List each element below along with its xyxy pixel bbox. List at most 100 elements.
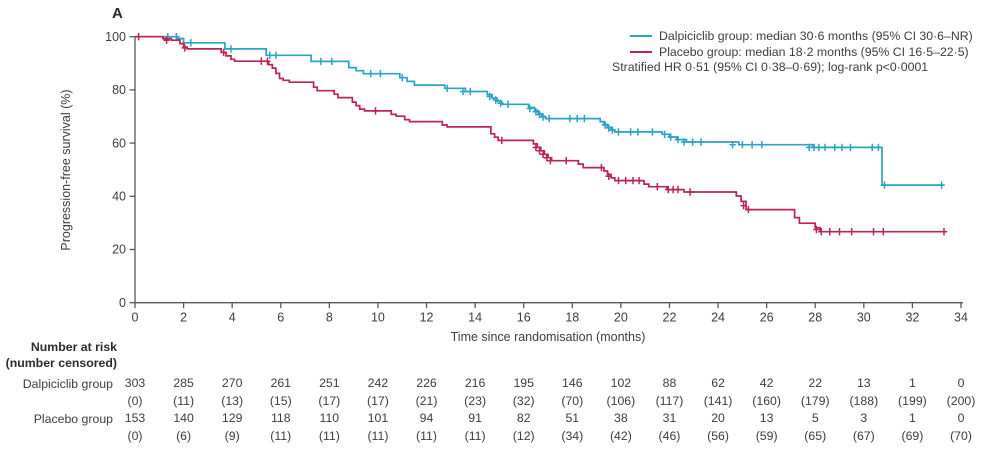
risk-row-label-placebo: Placebo group [33, 412, 113, 426]
x-tick-label: 34 [954, 311, 968, 325]
risk-count-cell: 270 [221, 376, 243, 390]
x-tick-label: 2 [180, 311, 187, 325]
x-tick-label: 24 [711, 311, 725, 325]
risk-count-cell: 88 [662, 376, 677, 390]
risk-censored-cell: (59) [755, 428, 778, 443]
risk-count-cell: 0 [957, 411, 965, 425]
risk-censored-cell: (9) [224, 428, 240, 443]
x-tick-label: 10 [371, 311, 385, 325]
risk-count-cell: 153 [124, 411, 146, 425]
risk-table-header-line2: (number censored) [5, 356, 117, 370]
risk-count-cell: 129 [221, 411, 243, 425]
risk-censored-cell: (11) [318, 428, 340, 443]
legend-label: Dalpiciclib group: median 30·6 months (9… [659, 29, 973, 43]
risk-count-cell: 285 [173, 376, 194, 390]
risk-count-cell: 216 [464, 376, 486, 390]
risk-count-cell: 242 [367, 376, 389, 390]
y-tick-label: 100 [105, 30, 126, 44]
censor-marks-dalpiciclib [164, 33, 945, 189]
risk-count-cell: 0 [957, 376, 965, 390]
y-tick-label: 0 [119, 296, 126, 310]
risk-censored-cell: (0) [127, 393, 143, 408]
risk-censored-cell: (32) [512, 393, 535, 408]
risk-censored-cell: (117) [655, 393, 684, 408]
risk-count-cell: 1 [908, 376, 916, 390]
risk-censored-cell: (23) [464, 393, 487, 408]
legend-item-dalpiciclib: Dalpiciclib group: median 30·6 months (9… [630, 28, 973, 44]
risk-count-cell: 110 [319, 411, 340, 425]
risk-censored-cell: (11) [173, 393, 195, 408]
risk-censored-cell: (106) [606, 393, 636, 408]
x-tick-label: 20 [614, 311, 628, 325]
risk-count-cell: 118 [270, 411, 291, 425]
censor-marks-placebo [135, 33, 948, 236]
risk-censored-cell: (70) [950, 428, 972, 443]
risk-censored-cell: (56) [707, 428, 729, 443]
risk-count-cell: 13 [759, 411, 774, 425]
risk-censored-cell: (199) [898, 393, 927, 408]
legend-label: Placebo group: median 18·2 months (95% C… [659, 45, 969, 59]
y-tick-label: 20 [112, 243, 126, 257]
risk-censored-cell: (179) [800, 393, 830, 408]
risk-censored-cell: (12) [512, 428, 535, 443]
x-tick-label: 28 [808, 311, 822, 325]
x-tick-label: 22 [663, 311, 677, 325]
risk-censored-cell: (11) [464, 428, 486, 443]
x-tick-label: 18 [565, 311, 579, 325]
x-tick-label: 14 [468, 311, 482, 325]
risk-censored-cell: (70) [561, 393, 584, 408]
risk-censored-cell: (6) [176, 428, 192, 443]
risk-censored-cell: (200) [946, 393, 976, 408]
risk-count-cell: 38 [614, 411, 628, 425]
risk-censored-cell: (188) [849, 393, 879, 408]
placebo-line-swatch-icon [630, 51, 652, 53]
risk-censored-cell: (141) [703, 393, 733, 408]
risk-censored-cell: (34) [561, 428, 584, 443]
risk-count-cell: 31 [662, 411, 677, 425]
risk-censored-cell: (65) [804, 428, 827, 443]
risk-count-cell: 3 [860, 411, 868, 425]
risk-count-cell: 82 [516, 411, 531, 425]
risk-count-cell: 102 [610, 376, 632, 390]
risk-count-cell: 195 [513, 376, 534, 390]
x-tick-label: 30 [857, 311, 871, 325]
risk-count-cell: 62 [711, 376, 725, 390]
x-axis-title: Time since randomisation (months) [450, 330, 646, 344]
risk-censored-cell: (21) [415, 393, 438, 408]
risk-row-label-dalpiciclib: Dalpiciclib group [22, 377, 113, 391]
km-curve-dalpiciclib [135, 35, 944, 186]
risk-censored-cell: (0) [127, 428, 143, 443]
risk-count-cell: 261 [270, 376, 292, 390]
x-tick-label: 16 [517, 311, 531, 325]
risk-count-cell: 146 [562, 376, 583, 390]
y-tick-label: 80 [112, 83, 126, 97]
risk-count-cell: 303 [124, 376, 146, 390]
x-tick-label: 0 [132, 311, 139, 325]
stratified-hr-note: Stratified HR 0·51 (95% CI 0·38–0·69); l… [612, 60, 929, 74]
risk-censored-cell: (11) [416, 428, 437, 443]
risk-count-cell: 42 [759, 376, 774, 390]
risk-count-cell: 226 [416, 376, 437, 390]
risk-count-cell: 51 [565, 411, 580, 425]
risk-count-cell: 13 [856, 376, 871, 390]
risk-count-cell: 94 [419, 411, 434, 425]
panel-label: A [112, 5, 123, 22]
risk-censored-cell: (17) [318, 393, 341, 408]
risk-censored-cell: (11) [270, 428, 292, 443]
risk-censored-cell: (11) [367, 428, 389, 443]
y-tick-label: 60 [112, 136, 126, 150]
risk-censored-cell: (67) [852, 428, 875, 443]
risk-censored-cell: (17) [367, 393, 389, 408]
x-tick-label: 6 [277, 311, 284, 325]
risk-table-header-line1: Number at risk [30, 340, 117, 354]
dalpiciclib-line-swatch-icon [630, 35, 652, 37]
risk-count-cell: 140 [173, 411, 194, 425]
x-tick-label: 8 [326, 311, 333, 325]
risk-count-cell: 1 [908, 411, 916, 425]
risk-count-cell: 91 [468, 411, 482, 425]
risk-censored-cell: (42) [609, 428, 632, 443]
risk-censored-cell: (46) [658, 428, 681, 443]
risk-count-cell: 251 [319, 376, 340, 390]
x-tick-label: 12 [420, 311, 434, 325]
